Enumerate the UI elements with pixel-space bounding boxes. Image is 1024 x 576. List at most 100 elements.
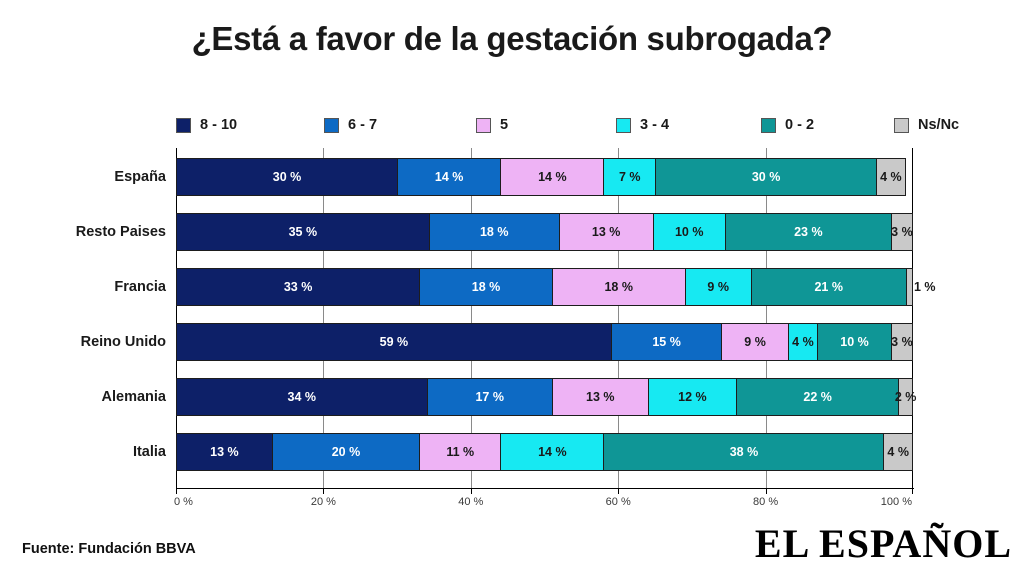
bar-rows: 30 % 14 % 14 % 7 % 30 % 4 % 35 % 18 % 13 % 10 % 23… bbox=[176, 148, 936, 488]
bar-segment-value: 9 % bbox=[744, 334, 766, 349]
bar-segment[interactable]: 14 % bbox=[397, 158, 501, 196]
bar-segment-value: 14 % bbox=[434, 169, 464, 184]
bar-row[interactable]: 59 % 15 % 9 % 4 % 10 % 3 % bbox=[176, 323, 913, 361]
chart-title: ¿Está a favor de la gestación subrogada? bbox=[191, 20, 833, 57]
bar-segment-value: 30 % bbox=[751, 169, 781, 184]
bar-segment[interactable]: 21 % bbox=[750, 268, 906, 306]
bar-segment-value: 20 % bbox=[331, 444, 361, 459]
axis-baseline bbox=[176, 488, 914, 489]
bar-row[interactable]: 35 % 18 % 13 % 10 % 23 % 3 % bbox=[176, 213, 913, 251]
legend-swatch-icon bbox=[176, 117, 191, 133]
bar-segment[interactable]: 14 % bbox=[500, 433, 604, 471]
bar-segment-value: 4 % bbox=[887, 444, 909, 459]
bar-segment-value: 13 % bbox=[210, 444, 239, 459]
bar-segment[interactable]: 18 % bbox=[419, 268, 552, 306]
category-label: España bbox=[114, 169, 166, 185]
bar-segment[interactable]: 22 % bbox=[736, 378, 899, 416]
bar-segment[interactable]: 17 % bbox=[426, 378, 552, 416]
category-label: Francia bbox=[114, 279, 166, 295]
bar-row[interactable]: 33 % 18 % 18 % 9 % 21 % 1 % bbox=[176, 268, 936, 306]
bar-segment[interactable]: 23 % bbox=[724, 213, 891, 251]
x-tick-label: 20 % bbox=[310, 496, 336, 508]
bar-segment-value: 30 % bbox=[272, 169, 302, 184]
bar-row[interactable]: 13 % 20 % 11 % 14 % 38 % 4 % bbox=[176, 433, 913, 471]
bar-segment[interactable]: 9 % bbox=[684, 268, 751, 306]
legend-label: Ns/Nc bbox=[918, 117, 960, 133]
bar-segment[interactable]: 13 % bbox=[558, 213, 653, 251]
legend-swatch-icon bbox=[616, 117, 631, 133]
bar-segment-value: 10 % bbox=[840, 334, 869, 349]
bar-segment-value: 4 % bbox=[880, 169, 902, 184]
legend-swatch-icon bbox=[761, 117, 776, 133]
bar-segment-value: 12 % bbox=[678, 389, 707, 404]
x-tick-label: 100 % bbox=[880, 496, 912, 508]
legend-item-8-10[interactable]: 8 - 10 bbox=[176, 117, 237, 133]
bar-segment[interactable]: 4 % bbox=[876, 158, 906, 196]
source-note: Fuente: Fundación BBVA bbox=[22, 541, 196, 557]
bar-segment[interactable]: 12 % bbox=[647, 378, 737, 416]
legend-label: 5 bbox=[500, 117, 509, 133]
x-tick-label: 60 % bbox=[605, 496, 631, 508]
legend-item-0-2[interactable]: 0 - 2 bbox=[761, 117, 814, 133]
bar-segment-value: 18 % bbox=[604, 279, 633, 294]
bar-segment[interactable]: 13 % bbox=[551, 378, 648, 416]
bar-segment[interactable]: 4 % bbox=[883, 433, 913, 471]
bar-segment-value: 1 % bbox=[913, 279, 936, 294]
bar-segment[interactable]: 13 % bbox=[176, 433, 272, 471]
bar-segment[interactable]: 9 % bbox=[721, 323, 788, 361]
bar-segment-value: 4 % bbox=[792, 334, 814, 349]
legend-label: 8 - 10 bbox=[200, 117, 238, 133]
bar-segment-value: 3 % bbox=[891, 224, 913, 239]
legend-item-ns-nc[interactable]: Ns/Nc bbox=[894, 117, 959, 133]
bar-segment[interactable]: 18 % bbox=[551, 268, 685, 306]
bar-segment[interactable]: 34 % bbox=[176, 378, 427, 416]
bar-segment-value: 34 % bbox=[287, 389, 317, 404]
bar-segment[interactable]: 38 % bbox=[603, 433, 884, 471]
x-tick-mark bbox=[765, 488, 767, 494]
bar-segment[interactable]: 1 % bbox=[905, 268, 936, 306]
x-tick-mark bbox=[470, 488, 472, 494]
bar-segment[interactable]: 10 % bbox=[652, 213, 725, 251]
bar-segment[interactable]: 7 % bbox=[603, 158, 656, 196]
legend-swatch-icon bbox=[894, 117, 909, 133]
bar-segment[interactable]: 14 % bbox=[500, 158, 604, 196]
bar-segment[interactable]: 30 % bbox=[176, 158, 398, 196]
x-axis: 0 % 20 % 40 % 60 % 80 % 100 % bbox=[174, 488, 914, 514]
bar-segment-value: 3 % bbox=[891, 334, 913, 349]
bar-segment-value: 38 % bbox=[729, 444, 759, 459]
bar-segment-value: 18 % bbox=[479, 224, 509, 239]
x-tick-mark bbox=[912, 488, 913, 494]
legend-swatch-icon bbox=[476, 117, 491, 133]
bar-row[interactable]: 34 % 17 % 13 % 12 % 22 % 2 % bbox=[176, 378, 916, 416]
bar-segment[interactable]: 20 % bbox=[271, 433, 420, 471]
bar-segment[interactable]: 4 % bbox=[787, 323, 818, 361]
bar-segment[interactable]: 3 % bbox=[890, 323, 913, 361]
bar-segment-value: 14 % bbox=[538, 169, 567, 184]
bar-segment[interactable]: 2 % bbox=[895, 378, 916, 416]
bar-row[interactable]: 30 % 14 % 14 % 7 % 30 % 4 % bbox=[176, 158, 913, 196]
legend-item-3-4[interactable]: 3 - 4 bbox=[616, 117, 669, 133]
x-tick-label: 40 % bbox=[458, 496, 484, 508]
bar-segment[interactable]: 3 % bbox=[890, 213, 913, 251]
bar-segment[interactable]: 11 % bbox=[419, 433, 501, 471]
bar-segment-value: 17 % bbox=[475, 389, 504, 404]
legend-label: 0 - 2 bbox=[785, 117, 815, 133]
legend-item-5[interactable]: 5 bbox=[476, 117, 508, 133]
bar-segment-value: 22 % bbox=[803, 389, 832, 404]
bar-segment-value: 59 % bbox=[379, 334, 409, 349]
bar-segment[interactable]: 10 % bbox=[817, 323, 891, 361]
bar-segment[interactable]: 15 % bbox=[610, 323, 722, 361]
bar-segment-value: 13 % bbox=[586, 389, 615, 404]
category-label: Italia bbox=[132, 444, 166, 460]
bar-segment[interactable]: 30 % bbox=[655, 158, 877, 196]
bar-segment[interactable]: 35 % bbox=[176, 213, 429, 251]
bar-segment[interactable]: 18 % bbox=[428, 213, 559, 251]
bar-segment[interactable]: 59 % bbox=[176, 323, 611, 361]
legend-label: 6 - 7 bbox=[348, 117, 378, 133]
bar-segment-value: 15 % bbox=[652, 334, 681, 349]
legend-item-6-7[interactable]: 6 - 7 bbox=[324, 117, 377, 133]
bar-segment[interactable]: 33 % bbox=[176, 268, 420, 306]
plot-area: 30 % 14 % 14 % 7 % 30 % 4 % 35 % 18 % 13 % 10 % 23… bbox=[176, 148, 936, 488]
bar-segment-value: 10 % bbox=[674, 224, 704, 239]
legend-label: 3 - 4 bbox=[640, 117, 670, 133]
